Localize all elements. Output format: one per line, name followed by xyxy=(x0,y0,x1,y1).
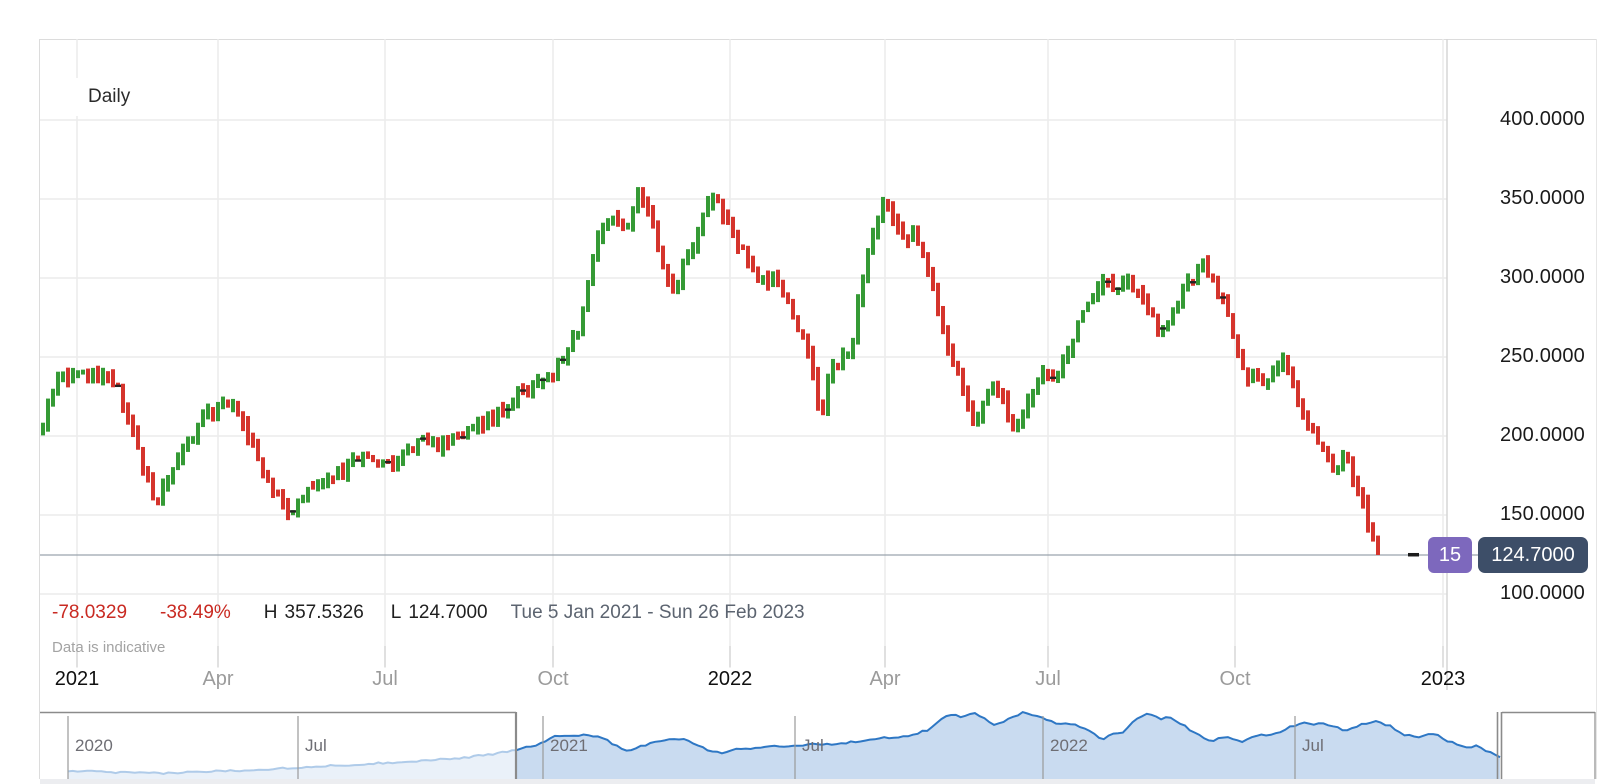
y-axis-label: 250.0000 xyxy=(1499,345,1585,367)
navigator-axis-label: Jul xyxy=(802,736,824,755)
x-axis-tick-label: Apr xyxy=(869,668,901,690)
y-axis-label: 200.0000 xyxy=(1499,424,1585,446)
x-axis-tick-label: Oct xyxy=(1219,668,1251,690)
plot-gridlines xyxy=(40,39,1448,690)
navigator-axis-label: 2022 xyxy=(1050,736,1088,755)
y-axis-label: 350.0000 xyxy=(1499,187,1585,209)
candle-countdown-badge: 15 xyxy=(1428,537,1472,573)
low-label: L xyxy=(390,602,402,623)
last-price-line xyxy=(40,552,1478,557)
date-range: Tue 5 Jan 2021 - Sun 26 Feb 2023 xyxy=(510,602,805,623)
high-label: H xyxy=(263,602,278,623)
low-value: 124.7000 xyxy=(408,602,488,623)
last-price-badge: 124.7000 xyxy=(1478,537,1588,573)
chart-container-border xyxy=(39,39,1597,779)
high-value: 357.5326 xyxy=(284,602,364,623)
timeframe-selector-button[interactable]: Daily xyxy=(70,78,149,116)
x-axis-tick-label: Jul xyxy=(372,668,398,690)
stats-row: -78.0329 -38.49% H 357.5326 L 124.7000 Tue 5 J… xyxy=(52,602,805,624)
x-axis-tick-label: Apr xyxy=(202,668,234,690)
x-axis-tick-label: 2023 xyxy=(1420,668,1466,690)
change-value: -78.0329 xyxy=(52,602,128,623)
candlestick-series[interactable] xyxy=(41,187,1380,555)
navigator-axis-label: Jul xyxy=(305,736,327,755)
change-percent: -38.49% xyxy=(160,602,231,623)
x-axis-tick-label: 2021 xyxy=(54,668,100,690)
navigator-axis-label: 2021 xyxy=(550,736,588,755)
navigator-outline xyxy=(40,711,1596,784)
y-axis-label: 100.0000 xyxy=(1499,582,1585,604)
navigator-handle-right[interactable] xyxy=(1496,712,1503,784)
navigator[interactable] xyxy=(40,711,1501,780)
data-indicative-note: Data is indicative xyxy=(52,639,166,656)
navigator-axis-label: 2020 xyxy=(75,736,113,755)
y-axis-label: 300.0000 xyxy=(1499,266,1585,288)
x-axis-tick-label: Jul xyxy=(1035,668,1061,690)
y-axis-label: 400.0000 xyxy=(1499,108,1585,130)
navigator-unselected-left[interactable] xyxy=(40,713,516,780)
navigator-scroll-track[interactable] xyxy=(40,779,1595,784)
x-axis-tick-label: 2022 xyxy=(707,668,753,690)
navigator-axis-label: Jul xyxy=(1302,736,1324,755)
x-axis-tick-label: Oct xyxy=(537,668,569,690)
y-axis-label: 150.0000 xyxy=(1499,503,1585,525)
